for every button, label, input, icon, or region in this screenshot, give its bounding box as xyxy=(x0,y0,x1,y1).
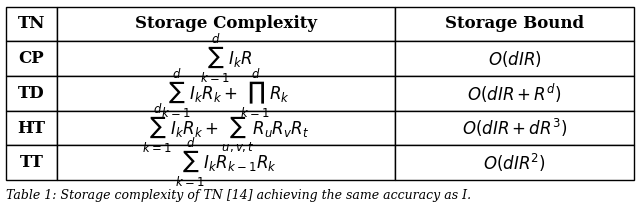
Bar xyxy=(56,41,396,76)
Text: CP: CP xyxy=(19,50,44,67)
Bar xyxy=(396,7,634,41)
Text: TN: TN xyxy=(18,15,45,32)
Bar xyxy=(6,7,56,41)
Text: $\sum_{k=1}^{d} I_k R_k + \sum_{u,v,t} R_u R_v R_t$: $\sum_{k=1}^{d} I_k R_k + \sum_{u,v,t} R… xyxy=(142,102,310,155)
Text: Storage Bound: Storage Bound xyxy=(445,15,584,32)
Bar xyxy=(6,145,56,180)
Text: TT: TT xyxy=(20,154,44,171)
Text: $O(dIR^2)$: $O(dIR^2)$ xyxy=(483,152,546,174)
Text: $\sum_{k=1}^{d} I_k R_k + \prod_{k=1}^{d} R_k$: $\sum_{k=1}^{d} I_k R_k + \prod_{k=1}^{d… xyxy=(161,67,291,120)
Text: $\sum_{k=1}^{d} I_k R_{k-1} R_k$: $\sum_{k=1}^{d} I_k R_{k-1} R_k$ xyxy=(175,136,276,189)
Text: $\sum_{k=1}^{d} I_k R$: $\sum_{k=1}^{d} I_k R$ xyxy=(200,32,252,85)
Text: $O(dIR)$: $O(dIR)$ xyxy=(488,49,541,69)
Bar xyxy=(56,7,396,41)
Bar xyxy=(6,76,56,111)
Text: Storage Complexity: Storage Complexity xyxy=(135,15,317,32)
Bar xyxy=(56,145,396,180)
Text: HT: HT xyxy=(17,120,45,136)
Text: Table 1: Storage complexity of TN [14] achieving the same accuracy as I.: Table 1: Storage complexity of TN [14] a… xyxy=(6,189,472,202)
Bar xyxy=(396,145,634,180)
Bar xyxy=(56,76,396,111)
Bar xyxy=(6,111,56,145)
Bar xyxy=(56,111,396,145)
Bar xyxy=(396,41,634,76)
Bar xyxy=(396,76,634,111)
Text: $O(dIR + R^d)$: $O(dIR + R^d)$ xyxy=(467,82,562,105)
Text: $O(dIR + dR^3)$: $O(dIR + dR^3)$ xyxy=(462,117,567,139)
Bar xyxy=(396,111,634,145)
Text: TD: TD xyxy=(18,85,45,102)
Bar xyxy=(6,41,56,76)
